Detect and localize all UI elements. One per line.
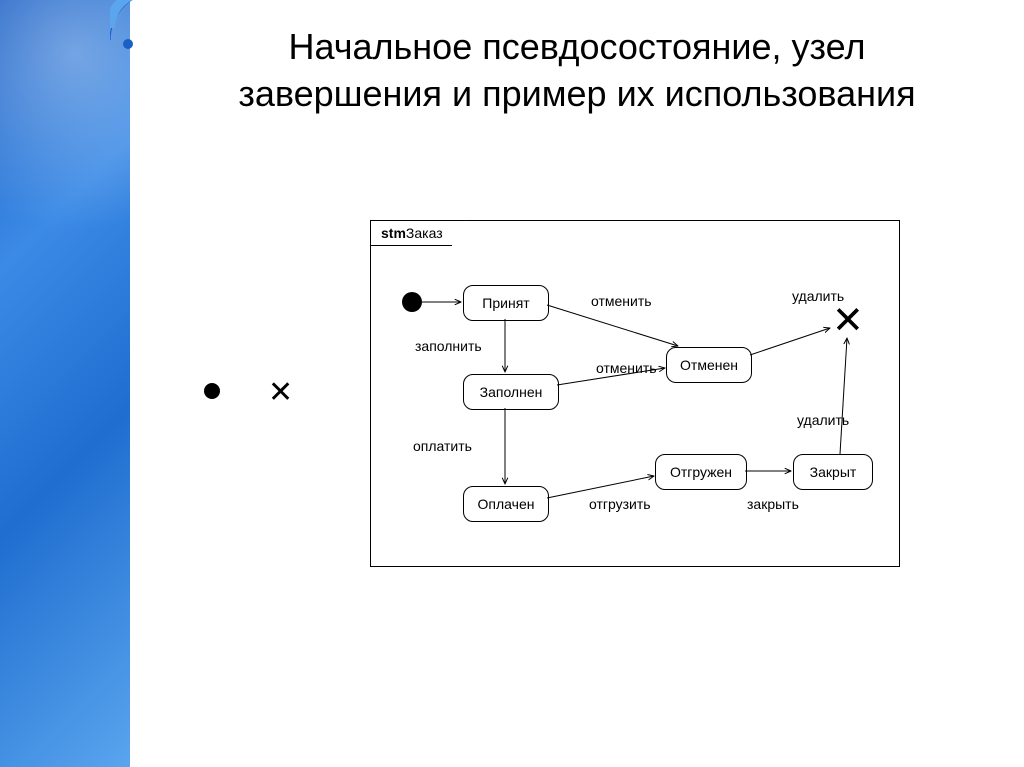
label-cancel: отменить [591, 293, 652, 309]
label-pay: оплатить [413, 438, 472, 454]
label-cancel2: отменить [596, 360, 657, 376]
label-close: закрыть [747, 496, 799, 512]
label-delete: удалить [792, 288, 844, 304]
edges-layer [0, 0, 1024, 767]
label-ship: отгрузить [589, 496, 651, 512]
label-delete2: удалить [797, 412, 849, 428]
label-fill: заполнить [415, 338, 482, 354]
